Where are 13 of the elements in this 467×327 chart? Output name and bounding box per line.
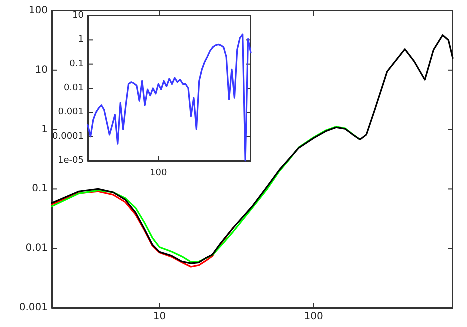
y-tick-label: 0.001	[58, 108, 84, 118]
y-tick-label: 0.01	[26, 243, 48, 254]
y-tick-label: 0.1	[70, 59, 84, 70]
y-tick-label: 10	[35, 64, 48, 76]
y-tick-label: 100	[28, 6, 48, 16]
y-tick-label: 0.1	[32, 184, 48, 195]
y-tick-label: 1e-05	[58, 156, 84, 166]
y-tick-label: 0.001	[19, 302, 48, 314]
y-tick-label: 1	[42, 124, 48, 136]
y-tick-label: 1	[78, 35, 84, 46]
y-tick-label: 0.0001	[52, 132, 84, 142]
y-tick-label: 0.01	[64, 84, 84, 94]
y-tick-label: 10	[72, 11, 84, 21]
